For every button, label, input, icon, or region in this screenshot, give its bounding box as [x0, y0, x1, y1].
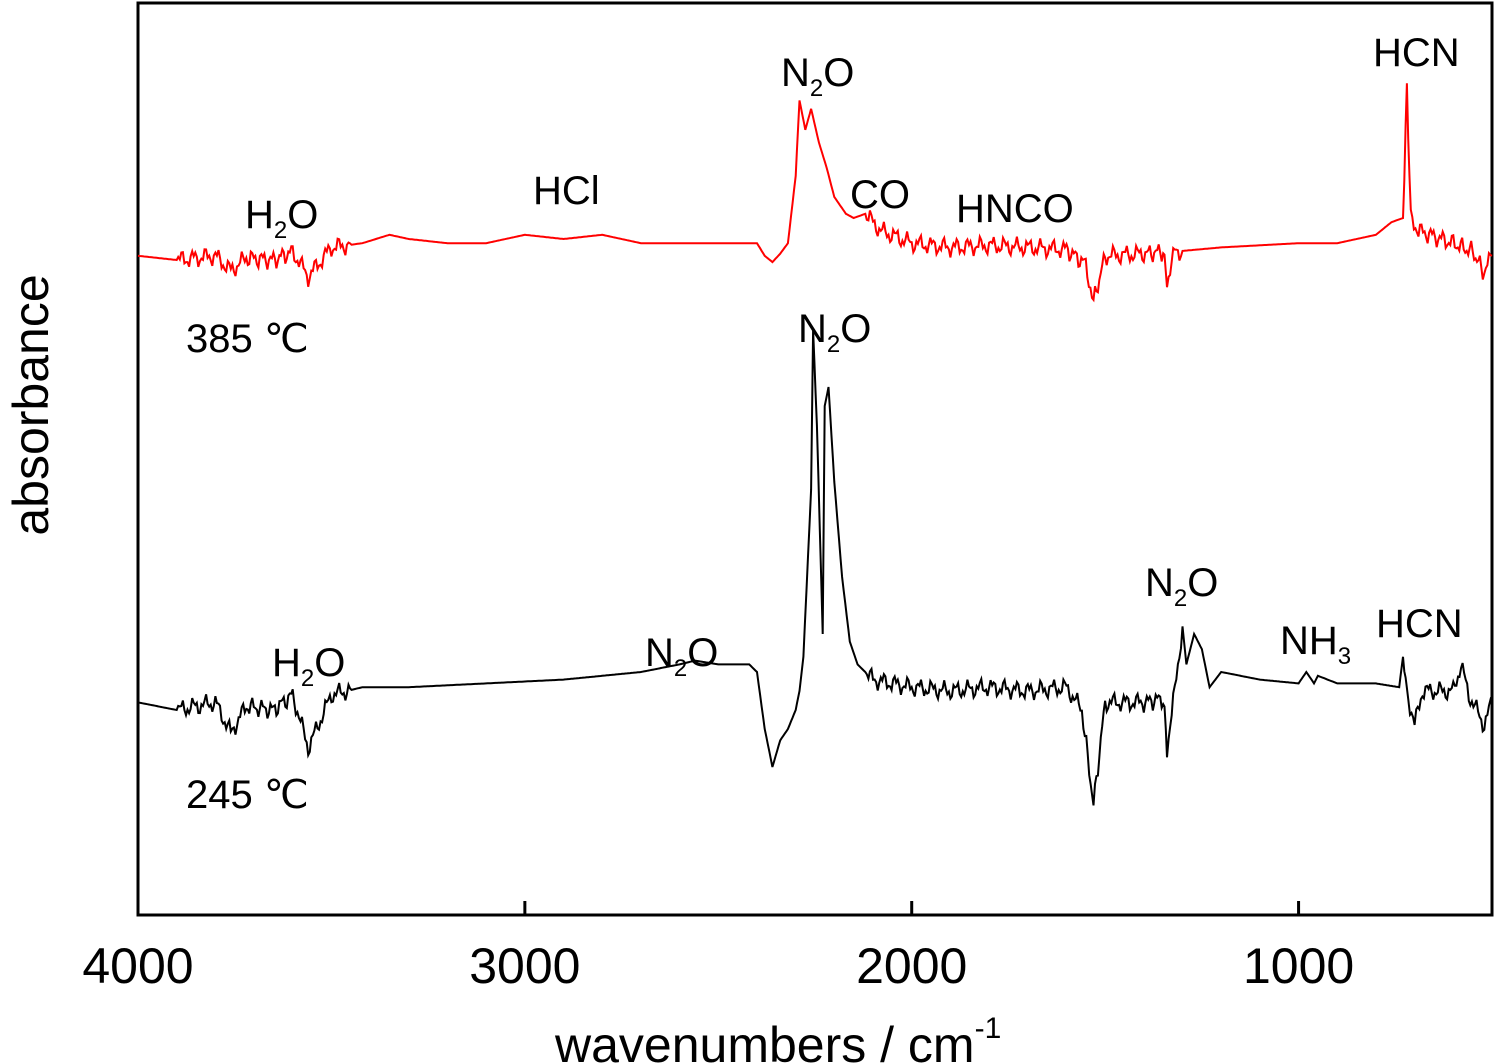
x-tick-label-3000: 3000 [469, 938, 580, 994]
annotation-n2o-lower-2600: N2O [645, 631, 718, 682]
annotation-n2o-upper: N2O [781, 51, 854, 102]
annotation-h2o-upper: H2O [245, 193, 318, 244]
x-axis-tick-labels: 4000 3000 2000 1000 [82, 938, 1354, 994]
x-tick-label-2000: 2000 [856, 938, 967, 994]
x-axis-ticks [136, 901, 1301, 915]
annotation-h2o-lower: H2O [272, 641, 345, 692]
temperature-label-245: 245 ℃ [186, 773, 309, 817]
temperature-label-385: 385 ℃ [186, 317, 309, 361]
x-axis-title: wavenumbers / cm-1 [554, 1012, 1001, 1064]
spectrum-trace-245C [137, 329, 1493, 806]
y-axis-title: absorbance [3, 274, 59, 535]
annotation-hcl-upper: HCl [533, 169, 600, 213]
annotation-hcn-upper: HCN [1373, 31, 1460, 75]
annotation-hcn-lower: HCN [1376, 602, 1463, 646]
annotation-n2o-lower-2250: N2O [798, 307, 871, 358]
annotation-hnco-upper: HNCO [956, 187, 1074, 231]
x-tick-label-4000: 4000 [82, 938, 193, 994]
plot-frame [136, 1, 1494, 917]
x-tick-label-1000: 1000 [1243, 938, 1354, 994]
annotation-n2o-lower-1300: N2O [1145, 561, 1218, 612]
annotation-nh3-lower: NH3 [1280, 619, 1351, 670]
annotation-co-upper: CO [850, 173, 910, 217]
spectrum-trace-385C [137, 83, 1493, 303]
